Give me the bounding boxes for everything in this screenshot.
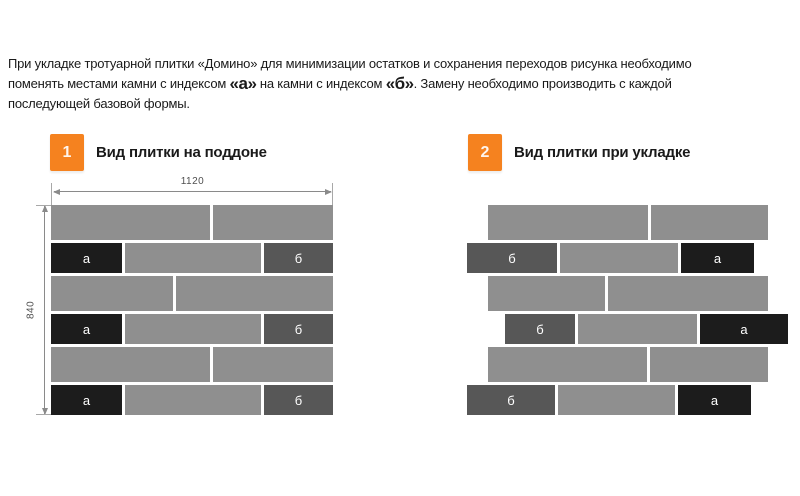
section-title: Вид плитки на поддоне [96,144,267,161]
tile-b: б [264,385,333,415]
intro-part-1: При укладке тротуарной плитки «Домино» д… [8,56,692,91]
section-number: 1 [62,143,72,161]
extension-line [51,183,52,205]
tile-b: б [264,314,333,344]
tile-plain [51,276,173,311]
tile-plain [213,205,333,240]
tile-b: б [467,385,555,415]
section-badge: 1 [50,134,84,171]
intro-emphasis-a: «а» [229,74,257,93]
tile-a: а [51,385,122,415]
tile-plain [651,205,768,240]
section-2-header: 2 Вид плитки при укладке [468,134,690,171]
section-title: Вид плитки при укладке [514,144,691,161]
height-dimension-label: 840 [25,300,37,320]
tile-plain [558,385,675,415]
tile-row [488,276,768,311]
tile-plain [560,243,678,273]
intro-part-2: на камни с индексом [256,76,386,91]
tile-a: а [678,385,751,415]
intro-part-3: . Замену необходимо производить с каждой… [8,76,672,111]
extension-line [332,183,333,205]
width-dimension-line [53,188,332,196]
tile-b: б [467,243,557,273]
tile-plain [213,347,333,382]
tile-a: а [51,314,122,344]
tile-plain [488,347,647,382]
tile-row [51,347,333,382]
tile-plain [125,314,261,344]
extension-line [36,205,52,206]
tile-plain [176,276,333,311]
tile-row [488,347,768,382]
tile-plain [125,385,261,415]
width-dimension-label: 1120 [180,176,205,187]
intro-emphasis-b: «б» [385,74,414,93]
section-1-header: 1 Вид плитки на поддоне [50,134,267,171]
tile-plain [650,347,768,382]
tile-row [51,205,333,240]
tile-plain [578,314,697,344]
section-badge: 2 [468,134,502,171]
section-number: 2 [480,143,490,161]
tile-a: а [681,243,754,273]
tile-b: б [505,314,575,344]
tile-plain [488,205,648,240]
tile-plain [488,276,605,311]
tile-a: а [51,243,122,273]
tile-plain [51,347,210,382]
extension-line [36,414,52,415]
height-dimension-line [41,205,49,415]
tile-row [51,276,333,311]
tile-plain [608,276,768,311]
tile-row [488,205,768,240]
intro-text: При укладке тротуарной плитки «Домино» д… [8,54,750,114]
tile-a: а [700,314,788,344]
tile-plain [51,205,210,240]
tile-plain [125,243,261,273]
tile-b: б [264,243,333,273]
